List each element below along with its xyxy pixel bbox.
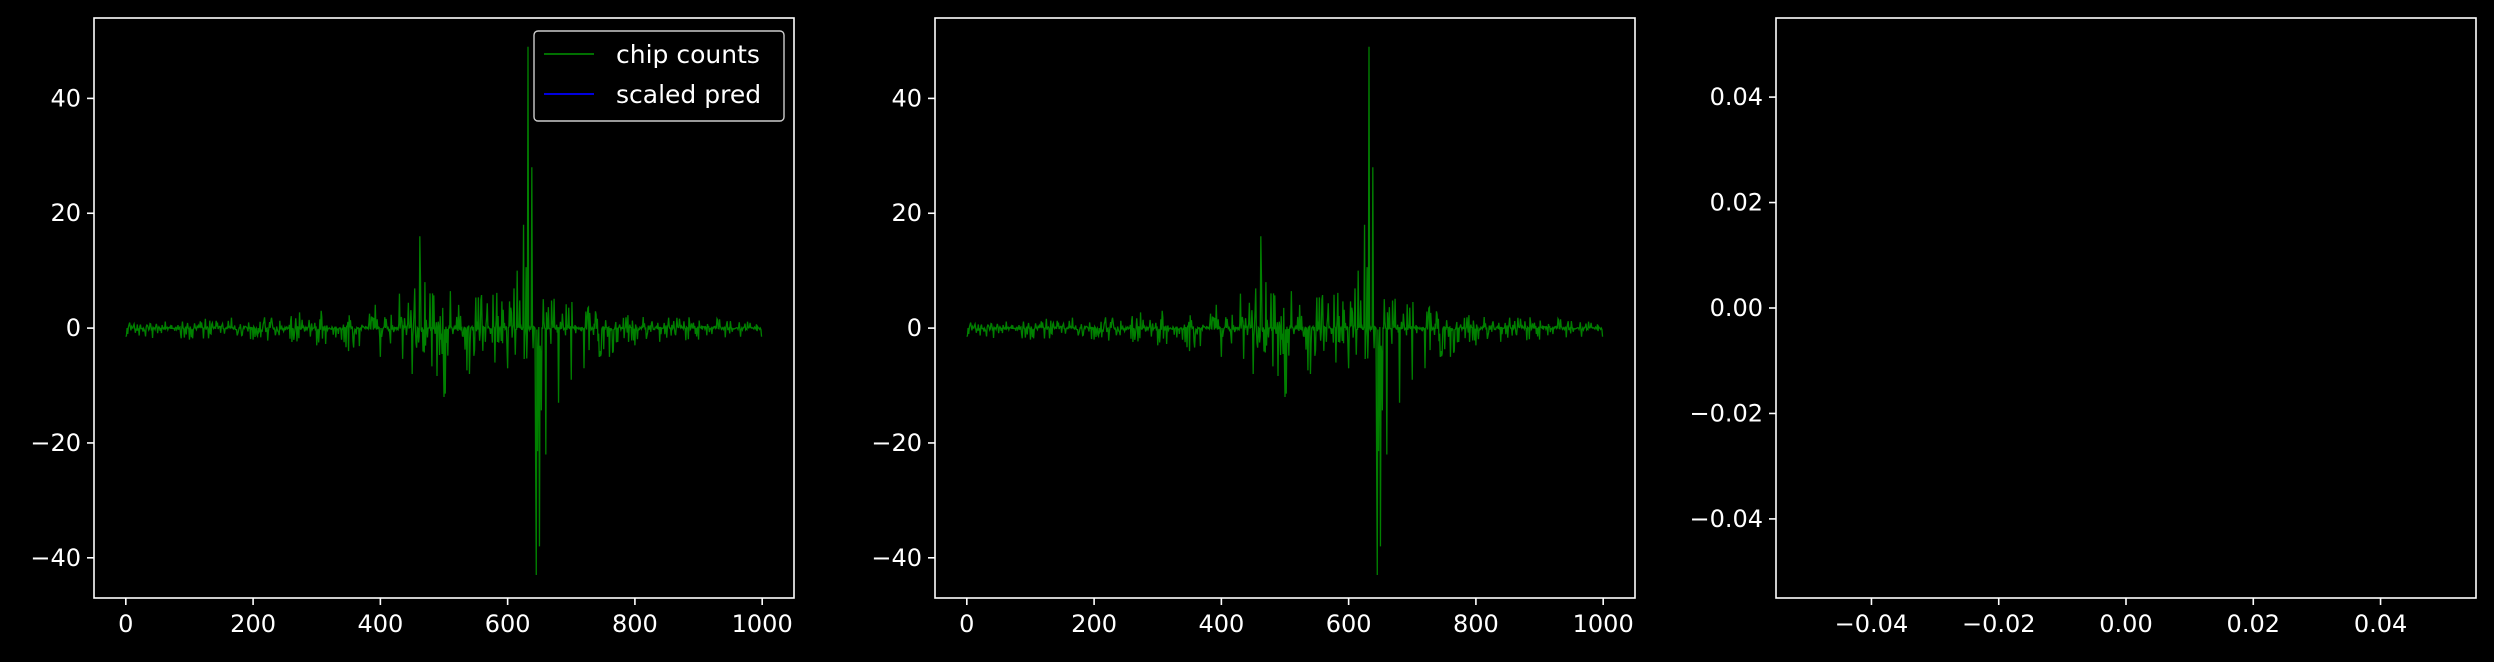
y-tick-label: 40 [891, 84, 922, 112]
x-tick-label: 800 [612, 610, 658, 638]
chart-panel-1: 0 200 400 600 800 1000 −40 −20 0 20 40 chip counts s… [30, 17, 795, 638]
y-tick-label: 40 [50, 84, 81, 112]
chart-panel-3: −0.04 −0.02 0.00 0.02 0.04 −0.04 −0.02 0.00 0.02… [1689, 17, 2477, 638]
y-tick-label: 0 [66, 314, 81, 342]
x-tick-label: 0.02 [2227, 610, 2280, 638]
x-tick-label: 200 [1071, 610, 1117, 638]
legend: chip counts scaled pred [533, 30, 785, 122]
x-tick-label: 0 [118, 610, 133, 638]
x-tick-label: −0.04 [1835, 610, 1909, 638]
x-tick-label: 600 [485, 610, 531, 638]
x-tick-label: 800 [1453, 610, 1499, 638]
y-tick-label: 0.02 [1710, 189, 1763, 217]
x-tick-label: 400 [357, 610, 403, 638]
legend-box [533, 30, 785, 122]
y-tick-label: 0.04 [1710, 83, 1763, 111]
series-line-1 [966, 46, 1604, 576]
axes-frame [934, 17, 1636, 599]
y-tick-label: −0.04 [1689, 505, 1763, 533]
x-tick-label: 0 [959, 610, 974, 638]
plot-area [1776, 18, 2476, 598]
x-tick-label: 0.04 [2354, 610, 2407, 638]
y-tick-label: 20 [891, 199, 922, 227]
x-tick-label: −0.02 [1962, 610, 2036, 638]
x-tick-label: 0.00 [2099, 610, 2152, 638]
legend-label: chip counts [616, 40, 760, 69]
x-tick-label: 1000 [732, 610, 793, 638]
y-tick-label: −20 [30, 429, 81, 457]
y-tick-label: −40 [871, 544, 922, 572]
legend-label: scaled pred [616, 80, 761, 109]
y-tick-label: −0.02 [1689, 399, 1763, 427]
y-tick-label: 20 [50, 199, 81, 227]
y-tick-label: 0.00 [1710, 294, 1763, 322]
x-tick-label: 400 [1198, 610, 1244, 638]
x-tick-label: 600 [1326, 610, 1372, 638]
axes-frame [93, 17, 795, 599]
x-tick-label: 1000 [1573, 610, 1634, 638]
series-line-1 [125, 46, 763, 576]
x-tick-label: 200 [230, 610, 276, 638]
y-tick-label: 0 [907, 314, 922, 342]
y-tick-label: −20 [871, 429, 922, 457]
plot-area [935, 18, 1635, 598]
chart-panel-2: 0 200 400 600 800 1000 −40 −20 0 20 40 [871, 17, 1636, 638]
y-tick-label: −40 [30, 544, 81, 572]
